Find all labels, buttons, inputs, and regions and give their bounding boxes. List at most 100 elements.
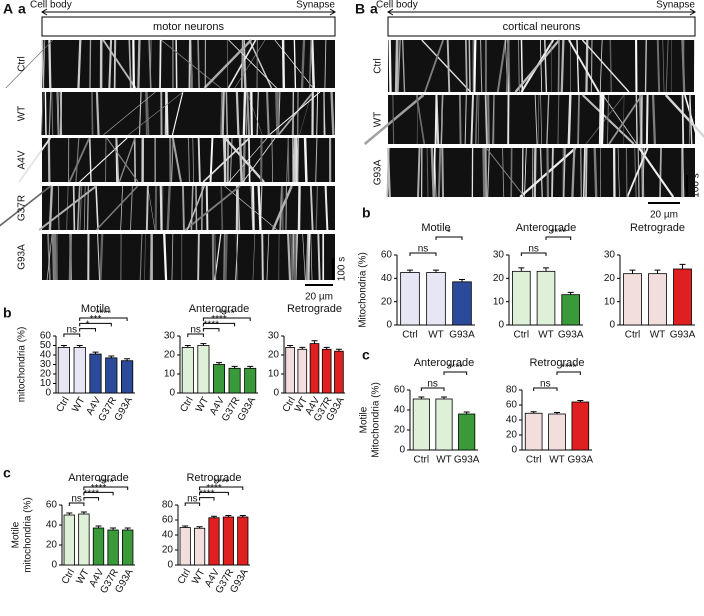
bar — [180, 528, 190, 566]
sig-label: ns — [528, 244, 539, 255]
kymo-trace — [161, 186, 162, 230]
x-tick-label: WT — [650, 330, 666, 341]
kymo-trace — [305, 138, 306, 182]
error-bar — [655, 270, 661, 274]
chart-title: Anterograde — [516, 222, 577, 234]
y-tick-label: 0 — [386, 320, 392, 331]
kymo-trace — [602, 95, 603, 144]
kymo-trace — [90, 40, 91, 88]
kymo-trace — [469, 40, 470, 92]
bar — [562, 295, 580, 325]
x-tick-label: G93A — [670, 330, 696, 341]
error-bar — [630, 270, 636, 274]
row-label: G93A — [17, 244, 28, 270]
kymo-trace — [244, 92, 245, 135]
kymo-trace — [591, 40, 592, 92]
kymo-trace — [196, 186, 197, 230]
kymo-trace — [92, 92, 93, 135]
kymo-trace — [393, 95, 394, 144]
sig-label: **** — [98, 478, 114, 489]
sig-label: * — [447, 228, 451, 239]
sig-label: ns — [418, 244, 429, 255]
y-tick-label: 30 — [40, 359, 52, 370]
error-bar — [680, 264, 686, 269]
sig-label: ns — [540, 379, 551, 390]
kymo-trace — [442, 148, 443, 197]
x-tick-label: Ctrl — [625, 330, 641, 341]
kymo-trace — [160, 40, 161, 88]
y-tick-label: 10 — [493, 296, 505, 307]
y-tick-label: 40 — [162, 530, 174, 541]
panel-label: a — [18, 1, 26, 17]
sig-label: ns — [427, 379, 438, 390]
sig-label: **** — [96, 309, 112, 320]
bar — [512, 271, 530, 325]
sig-label: **** — [561, 363, 577, 374]
row-label: G93A — [373, 159, 384, 185]
y-tick-label: 0 — [51, 560, 57, 571]
bar — [74, 347, 85, 393]
kymograph — [42, 186, 335, 230]
kymo-title: cortical neurons — [503, 21, 581, 33]
kymo-trace — [535, 148, 536, 197]
kymo-trace — [610, 40, 611, 92]
y-tick-label: 20 — [46, 540, 58, 551]
y-axis-label: Mitochondria (%) — [371, 382, 382, 458]
y-tick-label: 30 — [164, 331, 176, 342]
kymo-trace — [595, 148, 596, 197]
y-tick-label: 0 — [609, 320, 615, 331]
x-tick-label: WT — [549, 455, 565, 466]
row-label: WT — [17, 106, 28, 122]
kymo-trace — [562, 40, 564, 92]
kymo-trace — [390, 40, 391, 92]
kymo-trace — [559, 40, 560, 92]
y-tick-label: 0 — [167, 560, 173, 571]
kymo-trace — [600, 95, 601, 144]
kymo-trace — [225, 234, 226, 280]
chart-title: Retrograde — [630, 222, 685, 234]
kymo-trace — [646, 40, 647, 92]
y-tick-label: 20 — [604, 273, 616, 284]
kymograph — [42, 40, 335, 88]
bar — [286, 347, 295, 393]
y-tick-label: 20 — [40, 369, 52, 380]
kymo-trace — [207, 186, 208, 230]
bar — [453, 282, 472, 325]
y-tick-label: 20 — [162, 545, 174, 556]
bar — [93, 528, 104, 565]
kymo-trace — [299, 186, 300, 230]
y-tick-label: 0 — [169, 388, 175, 399]
kymo-trace — [552, 148, 553, 197]
x-tick-label: G93A — [568, 455, 594, 466]
kymo-trace — [262, 234, 263, 280]
sig-label: **** — [219, 309, 235, 320]
kymo-trace — [647, 95, 648, 144]
x-tick-label: Ctrl — [54, 395, 71, 414]
kymo-trace — [569, 95, 571, 144]
kymo-trace — [138, 40, 139, 88]
bar — [79, 514, 90, 565]
chart-title: Retrograde — [287, 303, 342, 315]
y-axis-label: Mitochondria (%) — [358, 252, 369, 328]
kymo-trace — [133, 40, 134, 88]
y-tick-label: 80 — [506, 385, 518, 396]
sig-label: ns — [67, 325, 78, 336]
y-tick-label: 30 — [493, 250, 505, 261]
x-tick-label: WT — [538, 330, 554, 341]
row-label: A4V — [17, 150, 28, 169]
kymo-trace — [483, 148, 484, 197]
y-tick-label: 10 — [164, 369, 176, 380]
bar — [624, 274, 642, 325]
bar — [198, 346, 209, 394]
bar — [674, 269, 692, 325]
kymo-trace — [474, 40, 475, 92]
x-tick-label: G93A — [454, 455, 480, 466]
y-tick-label: 10 — [40, 378, 52, 389]
kymo-trace — [49, 40, 50, 88]
x-tick-label: Ctrl — [402, 330, 418, 341]
kymo-trace — [226, 92, 227, 135]
bar — [182, 347, 193, 393]
kymo-trace — [660, 148, 661, 197]
y-axis-label: Motile — [11, 521, 22, 548]
